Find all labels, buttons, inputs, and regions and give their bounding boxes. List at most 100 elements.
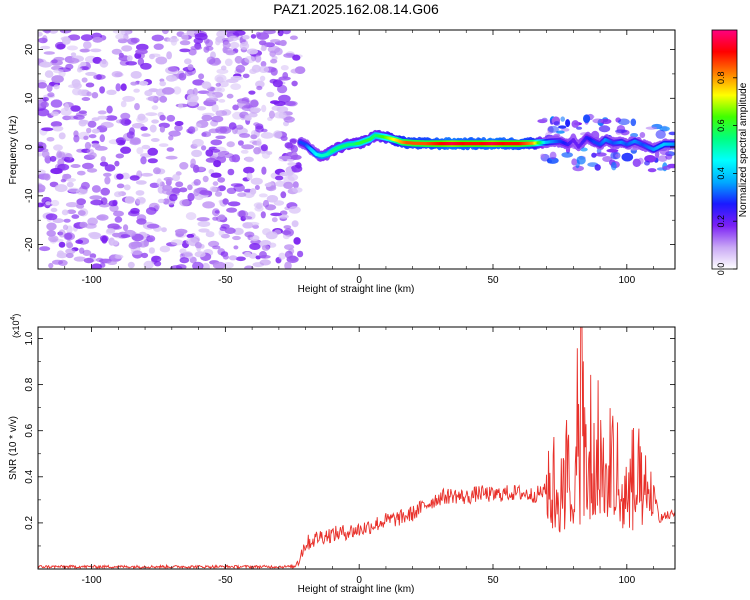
noise-speckle [143,260,154,269]
noise-speckle [105,115,118,121]
noise-speckle [63,232,75,241]
noise-speckle [38,108,50,117]
noise-speckle [284,261,292,269]
noise-speckle [277,84,288,94]
noise-speckle [56,43,66,50]
noise-speckle [149,53,161,58]
noise-speckle [135,190,145,196]
noise-speckle [123,119,132,125]
noise-speckle [181,33,189,42]
noise-speckle [136,43,149,51]
noise-speckle [250,99,259,108]
noise-speckle [244,251,252,258]
noise-speckle [112,30,126,34]
noise-speckle [99,262,106,268]
noise-speckle [92,56,102,64]
noise-speckle [115,83,121,92]
noise-speckle [79,247,85,254]
noise-speckle [249,188,257,195]
noise-speckle [75,189,88,195]
noise-speckle [99,86,105,94]
noise-speckle [133,88,140,93]
noise-speckle [270,100,280,105]
track-scatter-blob [537,119,548,124]
y-tick-label: 0.2 [24,516,35,530]
noise-speckle [140,62,152,70]
noise-speckle [224,227,236,234]
noise-speckle [111,71,123,78]
noise-speckle [166,51,173,60]
noise-speckle [198,73,205,80]
noise-speckle [83,257,94,264]
noise-speckle [38,144,44,153]
noise-speckle [253,122,260,127]
noise-speckle [85,82,95,88]
noise-speckle [297,250,304,258]
noise-speckle [194,32,208,41]
noise-speckle [38,184,46,192]
noise-speckle [195,123,202,128]
noise-speckle [110,240,119,246]
noise-speckle [140,172,153,177]
noise-speckle [167,66,178,72]
noise-speckle [271,217,278,223]
noise-speckle [141,133,151,137]
track-scatter-blob [602,156,613,162]
noise-speckle [80,181,90,190]
noise-speckle [237,140,244,146]
noise-speckle [79,221,88,228]
noise-speckle [217,151,226,158]
noise-speckle [71,214,80,219]
noise-speckle [106,228,116,234]
snr-y-multiplier-close: ) [11,314,21,317]
noise-speckle [290,145,298,154]
noise-speckle [237,192,247,197]
track-scatter-blob [540,153,545,158]
noise-speckle [192,164,200,173]
noise-speckle [194,242,202,249]
noise-speckle [232,104,239,111]
noise-speckle [50,99,63,108]
noise-speckle [205,97,219,103]
noise-speckle [239,41,250,50]
noise-speckle [256,32,270,40]
noise-speckle [187,184,193,191]
noise-speckle [211,115,224,123]
noise-speckle [66,181,74,188]
noise-speckle [130,137,141,145]
noise-speckle [170,38,177,46]
noise-speckle [222,41,231,49]
noise-speckle [140,156,147,165]
noise-speckle [271,105,281,111]
noise-speckle [72,87,82,96]
noise-speckle [99,59,109,68]
track-scatter-blob [644,160,650,166]
noise-speckle [214,191,223,197]
noise-speckle [246,48,259,55]
noise-speckle [114,216,123,223]
noise-speckle [278,252,286,260]
noise-speckle [205,231,215,238]
noise-speckle [233,245,239,250]
noise-speckle [114,160,120,167]
noise-speckle [250,34,257,39]
colorbar-tick-label: 0.0 [716,263,726,276]
x-tick-label: -100 [82,275,102,286]
snr-x-axis-label: Height of straight line (km) [298,584,415,595]
noise-speckle [286,100,298,107]
noise-speckle [45,213,58,221]
noise-speckle [205,157,217,163]
noise-speckle [50,167,63,175]
noise-speckle [247,221,260,226]
track-scatter-blob [662,165,671,170]
noise-speckle [91,117,100,122]
noise-speckle [52,125,64,132]
noise-speckle [89,195,103,200]
noise-speckle [202,201,216,209]
noise-speckle [201,145,207,151]
noise-speckle [76,198,86,206]
noise-speckle [201,114,213,122]
noise-speckle [170,265,183,269]
noise-speckle [190,158,196,167]
noise-speckle [254,54,262,63]
